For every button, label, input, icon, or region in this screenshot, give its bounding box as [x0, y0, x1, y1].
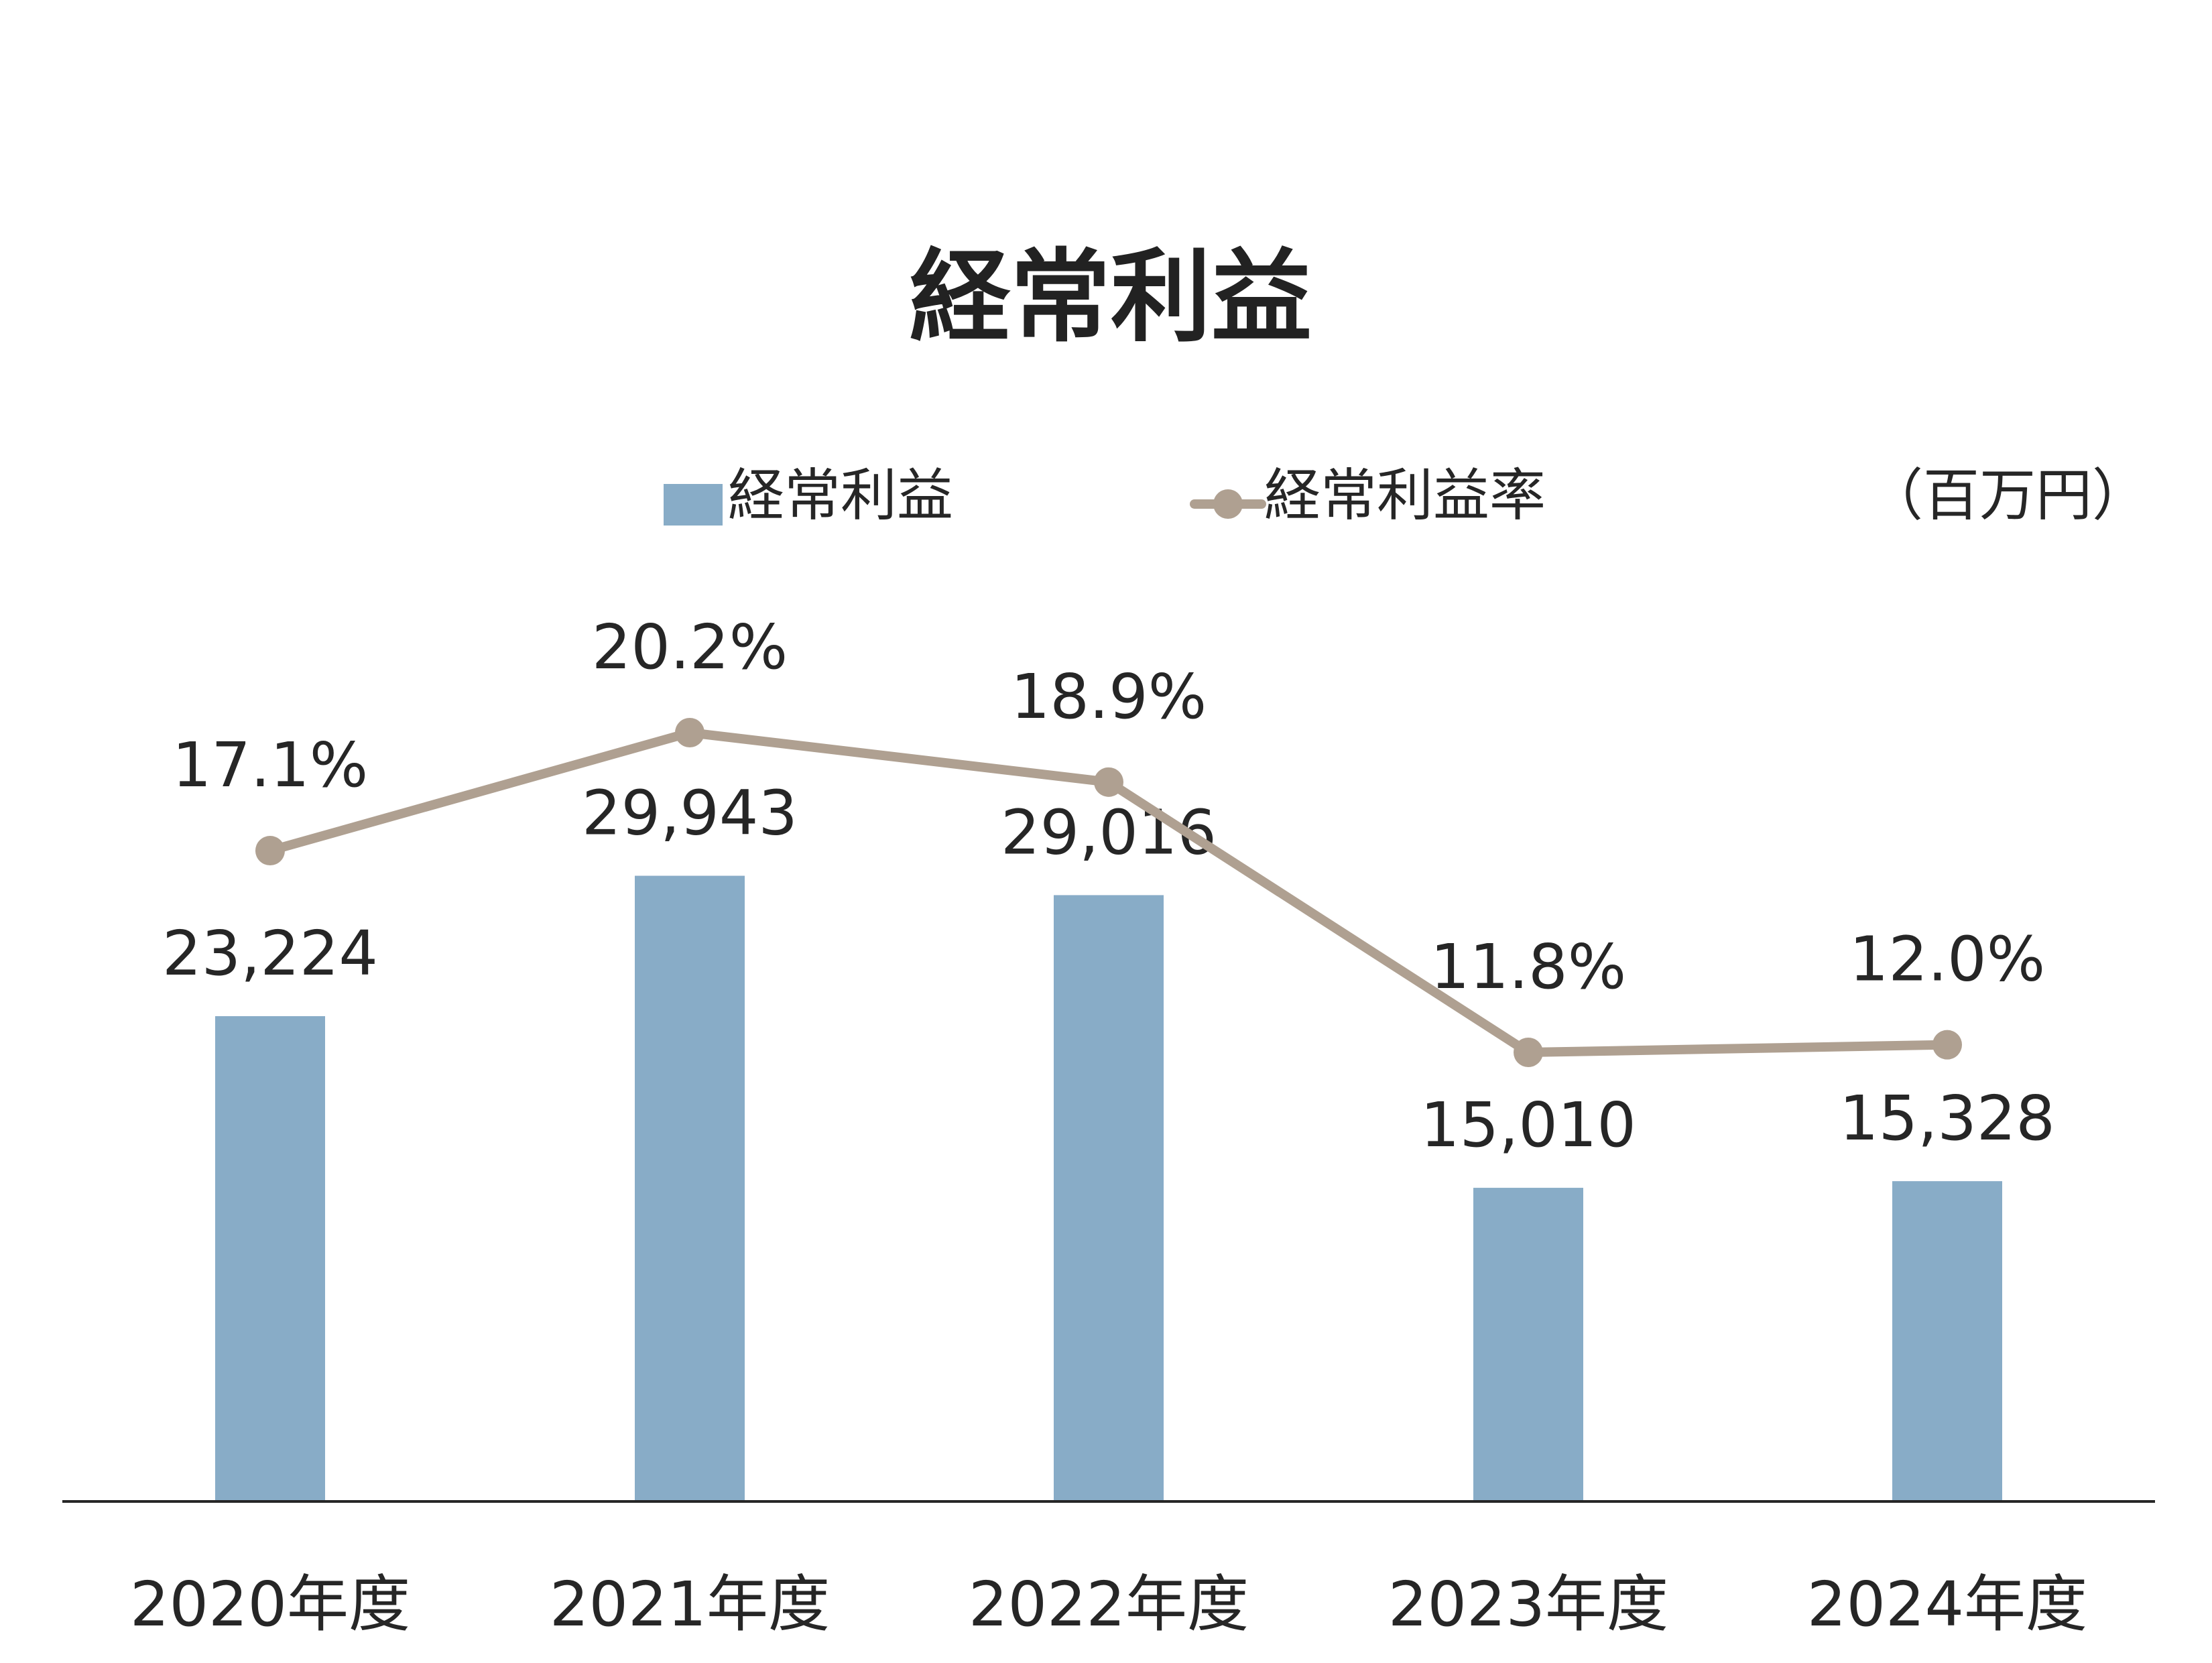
- legend-line-marker: [1213, 489, 1243, 519]
- bars-group: [215, 875, 2002, 1501]
- bar-3: [1473, 1188, 1583, 1501]
- ratio-value-label-3: 11.8%: [1430, 931, 1626, 1003]
- category-label-4: 2024年度: [1807, 1568, 2087, 1640]
- category-label-2: 2022年度: [969, 1568, 1249, 1640]
- line-labels-group: 17.1% 20.2% 18.9% 11.8% 12.0%: [172, 611, 2045, 1003]
- ratio-point-3: [1514, 1038, 1543, 1067]
- ratio-point-0: [255, 836, 285, 866]
- unit-label: （百万円）: [1867, 463, 2148, 528]
- line-group: [255, 718, 1962, 1067]
- bar-value-label-3: 15,010: [1420, 1089, 1636, 1161]
- bar-value-label-1: 29,943: [582, 778, 798, 849]
- category-label-0: 2020年度: [130, 1568, 410, 1640]
- category-label-1: 2021年度: [550, 1568, 830, 1640]
- bar-value-label-0: 23,224: [162, 918, 378, 989]
- bar-0: [215, 1016, 325, 1501]
- ratio-value-label-1: 20.2%: [592, 611, 788, 683]
- bar-1: [635, 875, 745, 1501]
- ratio-point-2: [1094, 767, 1123, 797]
- legend-line-label: 経常利益率: [1264, 463, 1546, 528]
- ratio-value-label-0: 17.1%: [172, 729, 368, 801]
- category-labels-group: 2020年度 2021年度 2022年度 2023年度 2024年度: [130, 1568, 2087, 1640]
- bar-value-label-4: 15,328: [1839, 1083, 2055, 1154]
- legend-bar-swatch: [664, 484, 723, 526]
- ratio-point-1: [675, 718, 704, 747]
- chart-title: 経常利益: [910, 239, 1312, 356]
- category-label-3: 2023年度: [1388, 1568, 1668, 1640]
- bar-2: [1054, 895, 1164, 1501]
- legend: 経常利益 経常利益率: [664, 463, 1546, 528]
- legend-bar-label: 経常利益: [728, 463, 953, 528]
- ratio-value-label-4: 12.0%: [1849, 924, 2045, 995]
- ratio-point-4: [1932, 1030, 1962, 1060]
- bar-4: [1892, 1181, 2002, 1501]
- ratio-value-label-2: 18.9%: [1011, 661, 1207, 733]
